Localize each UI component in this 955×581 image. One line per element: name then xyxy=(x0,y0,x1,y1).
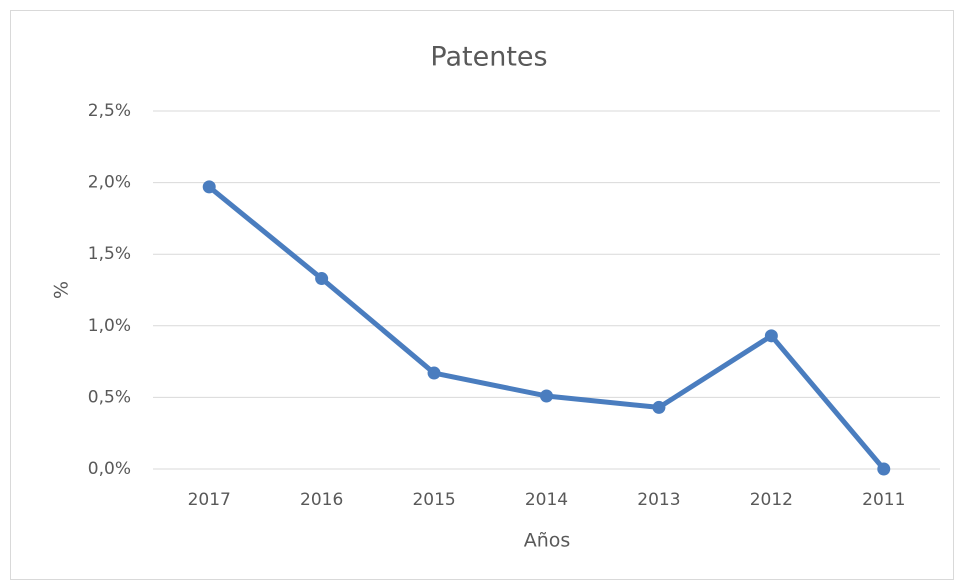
x-tick-label: 2016 xyxy=(300,490,343,510)
y-tick-label: 0,5% xyxy=(88,387,131,407)
y-tick-label: 0,0% xyxy=(88,459,131,479)
x-tick-label: 2015 xyxy=(412,490,455,510)
y-tick-label: 1,5% xyxy=(88,244,131,264)
x-tick-label: 2014 xyxy=(525,490,568,510)
y-tick-label: 2,5% xyxy=(88,101,131,121)
data-point xyxy=(540,389,553,403)
data-point xyxy=(877,462,891,476)
y-axis-label: % xyxy=(51,281,73,299)
y-tick-label: 2,0% xyxy=(88,173,131,193)
x-tick-label: 2013 xyxy=(637,490,680,510)
x-tick-label: 2011 xyxy=(862,490,905,510)
x-axis-label: Años xyxy=(524,530,571,552)
x-tick-label: 2012 xyxy=(750,490,793,510)
x-tick-label: 2017 xyxy=(188,490,231,510)
chart-border xyxy=(10,10,954,580)
data-point xyxy=(652,400,666,414)
data-point xyxy=(202,180,216,194)
data-point xyxy=(427,366,441,380)
y-tick-label: 1,0% xyxy=(88,316,131,336)
chart-title: Patentes xyxy=(430,42,547,73)
data-point xyxy=(315,272,329,286)
data-point xyxy=(764,329,778,343)
